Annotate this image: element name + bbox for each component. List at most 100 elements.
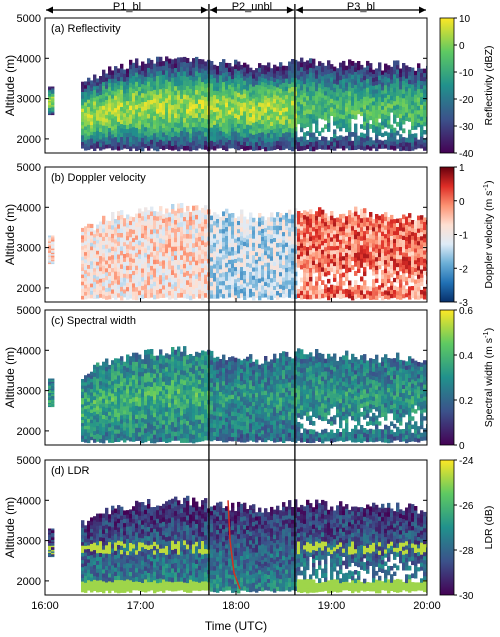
heatmap-cell <box>390 136 394 142</box>
heatmap-cell <box>210 294 214 299</box>
heatmap-cell <box>420 92 424 97</box>
heatmap-cell <box>87 272 91 277</box>
heatmap-cell <box>342 289 346 294</box>
heatmap-cell <box>204 242 208 247</box>
heatmap-cell <box>300 127 304 133</box>
heatmap-cell <box>183 237 187 243</box>
heatmap-cell <box>81 134 85 139</box>
heatmap-cell <box>195 292 199 298</box>
heatmap-cell <box>366 262 370 267</box>
heatmap-cell <box>297 88 301 93</box>
heatmap-cell <box>210 285 214 291</box>
heatmap-cell <box>375 256 379 262</box>
heatmap-cell <box>378 248 382 253</box>
heatmap-cell <box>189 79 193 85</box>
heatmap-cell <box>399 258 403 264</box>
heatmap-cell <box>141 255 145 260</box>
heatmap-cell <box>147 210 151 215</box>
heatmap-cell <box>333 293 337 298</box>
heatmap-cell <box>408 129 412 135</box>
heatmap-cell <box>288 74 292 80</box>
heatmap-cell <box>189 146 193 152</box>
heatmap-cell <box>291 59 295 64</box>
heatmap-cell <box>282 219 286 224</box>
heatmap-cell <box>405 260 409 266</box>
heatmap-cell <box>141 79 145 85</box>
heatmap-cell <box>360 244 364 250</box>
heatmap-cell <box>372 259 376 264</box>
heatmap-cell <box>345 240 349 245</box>
heatmap-cell <box>327 270 331 276</box>
heatmap-cell <box>150 104 154 109</box>
heatmap-cell <box>243 89 247 94</box>
heatmap-cell <box>411 251 415 256</box>
heatmap-cell <box>81 410 85 414</box>
heatmap-cell <box>402 293 406 299</box>
heatmap-cell <box>363 71 367 77</box>
heatmap-cell <box>240 249 244 254</box>
heatmap-cell <box>129 241 133 246</box>
heatmap-cell <box>165 279 169 285</box>
heatmap-cell <box>117 129 121 135</box>
heatmap-cell <box>402 214 406 220</box>
heatmap-cell <box>120 273 124 278</box>
heatmap-cell <box>240 284 244 289</box>
heatmap-cell <box>354 248 358 253</box>
heatmap-cell <box>231 111 235 116</box>
heatmap-cell <box>354 215 358 221</box>
heatmap-cell <box>390 235 394 241</box>
heatmap-cell <box>255 145 259 151</box>
heatmap-cell <box>132 62 136 68</box>
heatmap-cell <box>288 249 292 254</box>
heatmap-cell <box>162 293 166 298</box>
heatmap-cell <box>285 250 289 256</box>
heatmap-cell <box>213 124 217 130</box>
heatmap-cell <box>363 100 367 106</box>
heatmap-cell <box>84 88 88 93</box>
heatmap-cell <box>177 141 181 147</box>
y-tick-label: 2000 <box>17 134 41 146</box>
heatmap-cell <box>261 127 265 133</box>
heatmap-cell <box>294 257 298 263</box>
heatmap-cell <box>102 382 106 387</box>
heatmap-cell <box>180 250 184 256</box>
heatmap-cell <box>339 66 343 72</box>
heatmap-cell <box>288 218 292 224</box>
heatmap-cell <box>402 63 406 68</box>
heatmap-cell <box>303 101 307 107</box>
heatmap-cell <box>330 263 334 268</box>
heatmap-cell <box>186 131 190 137</box>
colorbar <box>439 166 455 303</box>
heatmap-cell <box>222 63 226 69</box>
heatmap-cell <box>141 276 145 282</box>
heatmap-cell <box>219 126 223 132</box>
heatmap-cell <box>129 265 133 270</box>
heatmap-cell <box>186 62 190 68</box>
heatmap-cell <box>138 235 142 241</box>
heatmap-cell <box>186 275 190 281</box>
heatmap-cell <box>213 251 217 256</box>
heatmap-cell <box>96 279 100 284</box>
heatmap-cell <box>303 241 307 246</box>
heatmap-cell <box>369 247 373 252</box>
heatmap-cell <box>132 105 136 111</box>
heatmap-cell <box>216 90 220 96</box>
heatmap-cell <box>93 284 97 289</box>
heatmap-cell <box>219 236 223 242</box>
heatmap-cell <box>288 240 292 246</box>
heatmap-cell <box>264 231 268 236</box>
heatmap-cell <box>393 246 397 251</box>
heatmap-cell <box>48 251 52 253</box>
heatmap-cell <box>141 215 145 221</box>
heatmap-cell <box>93 146 97 151</box>
heatmap-cell <box>381 140 385 145</box>
heatmap-cell <box>267 278 271 284</box>
heatmap-cell <box>375 76 379 82</box>
heatmap-cell <box>393 223 397 228</box>
heatmap-cell <box>144 97 148 102</box>
heatmap-cell <box>84 237 88 242</box>
heatmap-cell <box>150 64 154 70</box>
heatmap-cell <box>273 253 277 258</box>
heatmap-cell <box>381 278 385 284</box>
heatmap-cell <box>135 286 139 292</box>
